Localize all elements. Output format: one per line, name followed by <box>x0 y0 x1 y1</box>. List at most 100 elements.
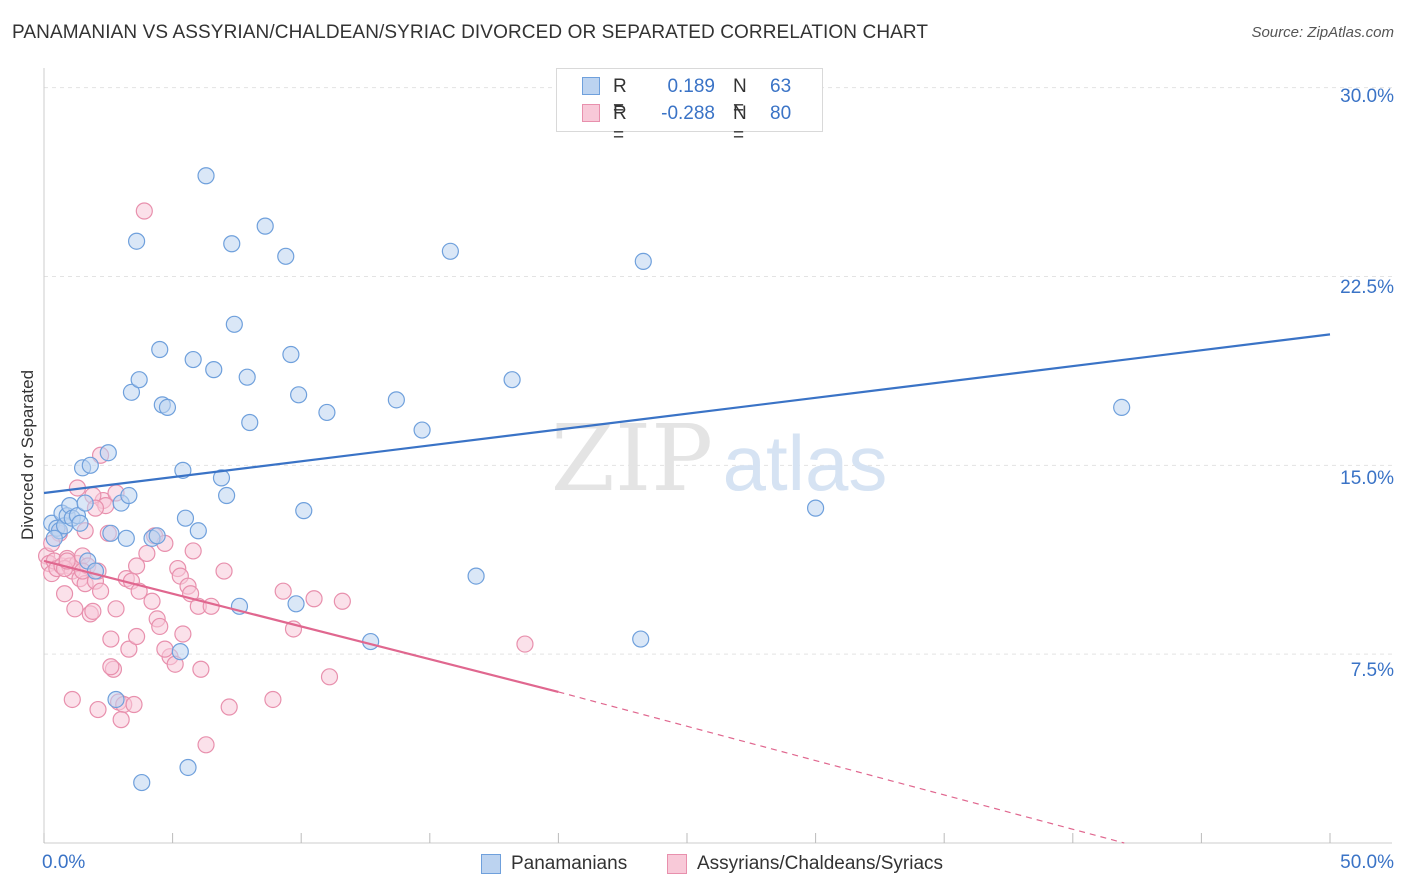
data-point <box>138 544 156 563</box>
data-point <box>223 235 241 253</box>
data-point <box>516 635 534 653</box>
data-point <box>112 711 130 729</box>
data-point <box>218 486 236 505</box>
trend-lines <box>43 333 1331 844</box>
data-point <box>225 315 243 333</box>
trend-line-extension <box>558 691 1125 844</box>
r-label: R = <box>613 76 627 119</box>
legend-label: Assyrians/Chaldeans/Syriacs <box>697 853 944 874</box>
legend-swatch <box>667 854 687 874</box>
data-point <box>503 371 521 389</box>
data-point <box>81 456 99 474</box>
data-point <box>156 640 174 658</box>
x-tick-label-max: 50.0% <box>1340 852 1394 873</box>
data-point <box>102 524 120 542</box>
data-point <box>107 600 125 618</box>
data-point <box>205 361 223 379</box>
data-point <box>71 514 89 532</box>
data-point <box>387 391 405 409</box>
legend-label: Panamanians <box>511 853 628 874</box>
data-point <box>295 502 313 520</box>
data-point <box>318 403 336 422</box>
data-point <box>277 247 295 265</box>
points-assyrians <box>37 202 534 754</box>
axes <box>43 68 1392 844</box>
legend-item-panamanians[interactable]: Panamanians <box>481 852 651 876</box>
data-point <box>66 600 84 618</box>
watermark-atlas: atlas <box>723 419 888 507</box>
data-point <box>107 690 125 709</box>
data-point <box>171 643 189 661</box>
data-point <box>305 590 323 608</box>
y-tick-label: 22.5% <box>1340 277 1394 298</box>
data-point <box>215 562 233 580</box>
watermark: ZIP atlas <box>551 405 887 512</box>
n-value: 80 <box>770 103 792 124</box>
data-point <box>63 690 81 709</box>
data-point <box>120 486 138 505</box>
data-point <box>99 444 117 462</box>
data-point <box>158 398 177 417</box>
data-point <box>264 690 282 709</box>
data-point <box>148 527 166 545</box>
data-point <box>806 499 825 517</box>
data-point <box>362 632 380 651</box>
data-point <box>135 202 153 220</box>
correlation-stats-box: R = 0.189 N = 63 R = -0.288 N = 80 <box>556 68 823 146</box>
data-point <box>413 421 431 439</box>
data-point <box>117 529 135 547</box>
data-point <box>220 698 238 716</box>
data-point <box>127 627 146 646</box>
panamanians-swatch <box>582 77 600 95</box>
watermark-zip: ZIP <box>551 405 713 512</box>
data-point <box>189 522 207 540</box>
data-point <box>1113 398 1131 417</box>
data-point <box>55 585 74 603</box>
x-tick-label-min: 0.0% <box>42 852 86 873</box>
data-point <box>632 630 650 648</box>
data-point <box>125 695 143 714</box>
legend-swatch <box>481 854 501 874</box>
data-point <box>133 773 151 792</box>
y-tick-label: 7.5% <box>1350 660 1394 681</box>
data-point <box>184 542 202 560</box>
data-point <box>127 557 146 575</box>
data-point <box>45 529 63 547</box>
data-point <box>333 592 351 610</box>
n-label: N = <box>733 76 747 119</box>
y-tick-label: 15.0% <box>1340 468 1394 489</box>
data-point <box>102 658 120 676</box>
data-point <box>84 602 102 620</box>
data-point <box>151 340 169 359</box>
data-point <box>174 625 192 643</box>
data-point <box>241 413 259 432</box>
data-point <box>76 494 94 512</box>
r-value: -0.288 <box>661 103 715 124</box>
data-point <box>120 640 138 658</box>
data-point <box>130 371 148 389</box>
y-tick-label: 30.0% <box>1340 86 1394 107</box>
n-value: 63 <box>770 76 792 97</box>
data-point <box>274 582 292 600</box>
data-point <box>634 252 652 270</box>
data-point <box>102 630 120 648</box>
data-point <box>212 469 231 487</box>
data-point <box>143 592 161 610</box>
data-point <box>238 368 256 386</box>
data-point <box>467 567 485 585</box>
r-value: 0.189 <box>667 76 715 97</box>
assyrians-swatch <box>582 104 600 122</box>
data-point <box>290 386 308 404</box>
data-point <box>127 232 146 250</box>
data-point <box>179 758 197 777</box>
source-label: Source: ZipAtlas.com <box>1251 24 1394 41</box>
data-point <box>122 383 141 401</box>
trend-line-0 <box>43 333 1331 495</box>
r-label: R = <box>613 103 627 146</box>
data-point <box>282 345 300 364</box>
trend-line-1 <box>43 559 559 693</box>
legend-item-assyrians[interactable]: Assyrians/Chaldeans/Syriacs <box>667 852 967 876</box>
data-point <box>197 167 215 185</box>
data-point <box>287 595 305 613</box>
